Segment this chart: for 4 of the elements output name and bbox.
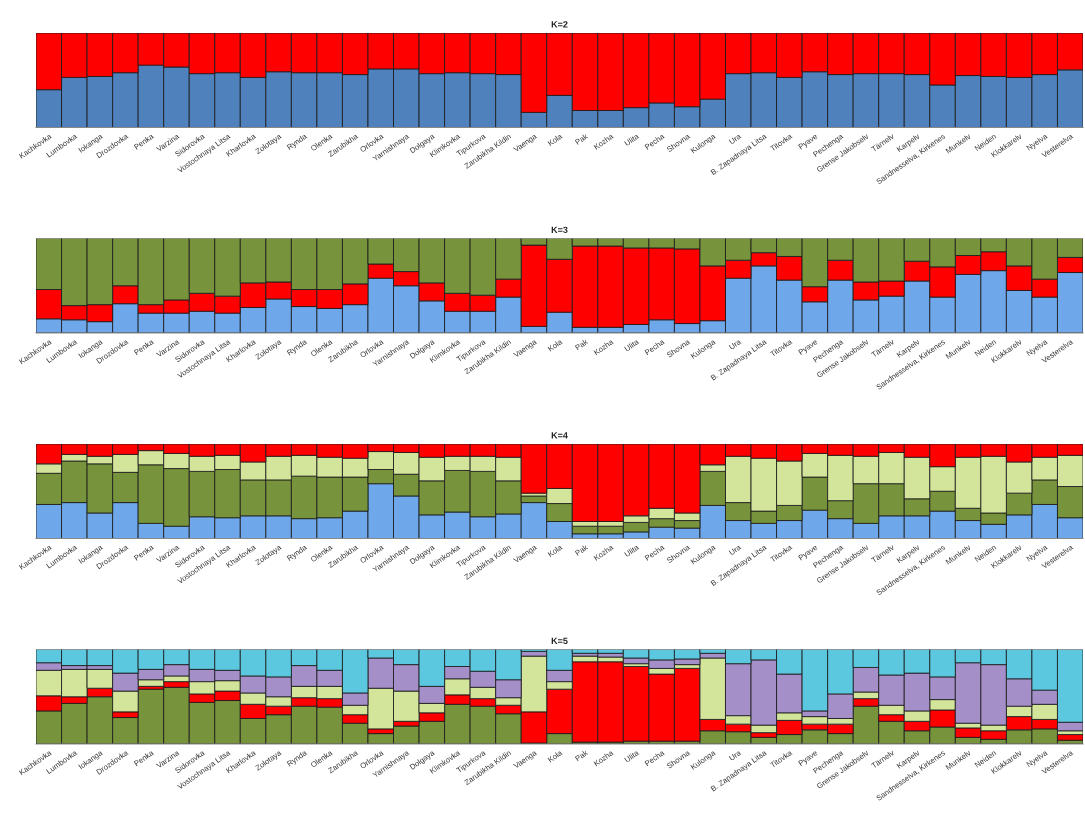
chart-title: K=5 xyxy=(551,637,568,645)
chart-title: K=2 xyxy=(551,21,568,28)
chart-title: K=4 xyxy=(551,432,568,439)
chart-title: K=3 xyxy=(551,226,568,234)
